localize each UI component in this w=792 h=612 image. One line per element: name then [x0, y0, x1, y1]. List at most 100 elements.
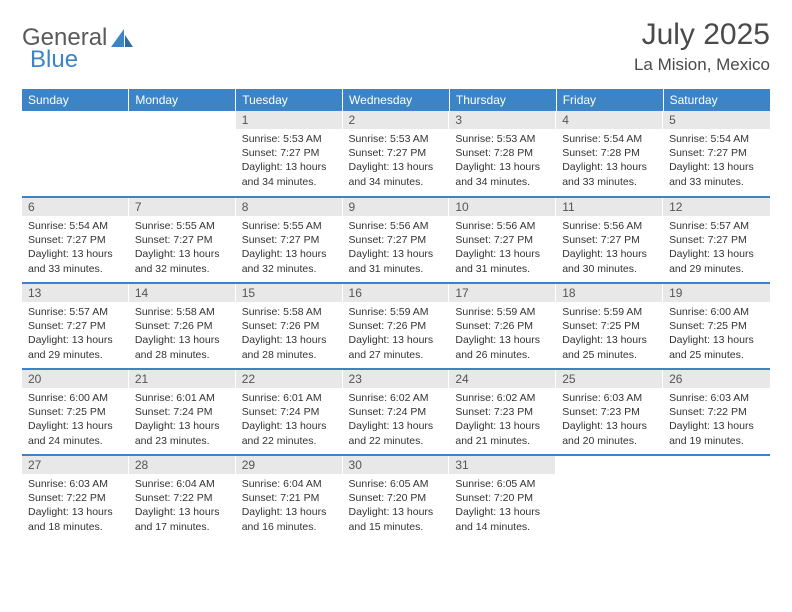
calendar-cell: 27Sunrise: 6:03 AMSunset: 7:22 PMDayligh… [22, 455, 129, 541]
day-number: 23 [343, 370, 450, 388]
daylight-text: Daylight: 13 hours and 34 minutes. [349, 160, 444, 188]
day-number: 14 [129, 284, 236, 302]
weekday-header: Tuesday [236, 89, 343, 111]
daylight-text: Daylight: 13 hours and 17 minutes. [135, 505, 230, 533]
sunrise-text: Sunrise: 6:01 AM [135, 391, 230, 405]
sunrise-text: Sunrise: 5:59 AM [562, 305, 657, 319]
day-details: Sunrise: 6:00 AMSunset: 7:25 PMDaylight:… [22, 388, 129, 452]
sunset-text: Sunset: 7:22 PM [669, 405, 764, 419]
calendar-week-row: 20Sunrise: 6:00 AMSunset: 7:25 PMDayligh… [22, 369, 770, 455]
day-details: Sunrise: 5:54 AMSunset: 7:27 PMDaylight:… [22, 216, 129, 280]
day-number: 16 [343, 284, 450, 302]
daylight-text: Daylight: 13 hours and 33 minutes. [562, 160, 657, 188]
daylight-text: Daylight: 13 hours and 29 minutes. [28, 333, 123, 361]
sunrise-text: Sunrise: 5:53 AM [455, 132, 550, 146]
sunset-text: Sunset: 7:27 PM [28, 233, 123, 247]
daylight-text: Daylight: 13 hours and 33 minutes. [669, 160, 764, 188]
sunset-text: Sunset: 7:21 PM [242, 491, 337, 505]
sunset-text: Sunset: 7:26 PM [135, 319, 230, 333]
sunrise-text: Sunrise: 6:02 AM [455, 391, 550, 405]
sunrise-text: Sunrise: 6:04 AM [242, 477, 337, 491]
calendar-cell: 12Sunrise: 5:57 AMSunset: 7:27 PMDayligh… [663, 197, 770, 283]
calendar-body: ..1Sunrise: 5:53 AMSunset: 7:27 PMDaylig… [22, 111, 770, 541]
calendar-cell: 6Sunrise: 5:54 AMSunset: 7:27 PMDaylight… [22, 197, 129, 283]
sunset-text: Sunset: 7:22 PM [135, 491, 230, 505]
location-label: La Mision, Mexico [634, 55, 770, 75]
weekday-header: Friday [556, 89, 663, 111]
day-number: 13 [22, 284, 129, 302]
calendar-cell: 26Sunrise: 6:03 AMSunset: 7:22 PMDayligh… [663, 369, 770, 455]
day-details: Sunrise: 5:58 AMSunset: 7:26 PMDaylight:… [236, 302, 343, 366]
sunrise-text: Sunrise: 5:56 AM [562, 219, 657, 233]
sunrise-text: Sunrise: 6:01 AM [242, 391, 337, 405]
calendar-cell: 21Sunrise: 6:01 AMSunset: 7:24 PMDayligh… [129, 369, 236, 455]
sunrise-text: Sunrise: 6:04 AM [135, 477, 230, 491]
calendar-cell: 30Sunrise: 6:05 AMSunset: 7:20 PMDayligh… [343, 455, 450, 541]
calendar-cell: 8Sunrise: 5:55 AMSunset: 7:27 PMDaylight… [236, 197, 343, 283]
sunset-text: Sunset: 7:25 PM [562, 319, 657, 333]
weekday-header: Sunday [22, 89, 129, 111]
day-details: Sunrise: 5:53 AMSunset: 7:27 PMDaylight:… [236, 129, 343, 193]
calendar-cell: 11Sunrise: 5:56 AMSunset: 7:27 PMDayligh… [556, 197, 663, 283]
daylight-text: Daylight: 13 hours and 32 minutes. [135, 247, 230, 275]
daylight-text: Daylight: 13 hours and 16 minutes. [242, 505, 337, 533]
day-number: 4 [556, 111, 663, 129]
daylight-text: Daylight: 13 hours and 15 minutes. [349, 505, 444, 533]
sunset-text: Sunset: 7:26 PM [349, 319, 444, 333]
sunrise-text: Sunrise: 6:00 AM [669, 305, 764, 319]
daylight-text: Daylight: 13 hours and 14 minutes. [455, 505, 550, 533]
daylight-text: Daylight: 13 hours and 29 minutes. [669, 247, 764, 275]
sunrise-text: Sunrise: 6:03 AM [28, 477, 123, 491]
calendar-cell: 3Sunrise: 5:53 AMSunset: 7:28 PMDaylight… [449, 111, 556, 197]
day-number: 25 [556, 370, 663, 388]
sunset-text: Sunset: 7:28 PM [562, 146, 657, 160]
daylight-text: Daylight: 13 hours and 30 minutes. [562, 247, 657, 275]
day-details: Sunrise: 5:57 AMSunset: 7:27 PMDaylight:… [663, 216, 770, 280]
day-number: 29 [236, 456, 343, 474]
calendar-cell: 29 Sunrise: 6:04 AMSunset: 7:21 PMDayligh… [236, 455, 343, 541]
daylight-text: Daylight: 13 hours and 20 minutes. [562, 419, 657, 447]
calendar-cell: 4Sunrise: 5:54 AMSunset: 7:28 PMDaylight… [556, 111, 663, 197]
sunrise-text: Sunrise: 6:00 AM [28, 391, 123, 405]
day-details: Sunrise: 6:05 AMSunset: 7:20 PMDaylight:… [449, 474, 556, 538]
calendar-cell: 15Sunrise: 5:58 AMSunset: 7:26 PMDayligh… [236, 283, 343, 369]
daylight-text: Daylight: 13 hours and 25 minutes. [669, 333, 764, 361]
day-number: 27 [22, 456, 129, 474]
calendar-cell: 25Sunrise: 6:03 AMSunset: 7:23 PMDayligh… [556, 369, 663, 455]
day-details: Sunrise: 6:03 AMSunset: 7:22 PMDaylight:… [22, 474, 129, 538]
day-number: 31 [449, 456, 556, 474]
sunrise-text: Sunrise: 5:56 AM [349, 219, 444, 233]
day-number: 21 [129, 370, 236, 388]
sunset-text: Sunset: 7:27 PM [242, 233, 337, 247]
day-number: 20 [22, 370, 129, 388]
day-number: 19 [663, 284, 770, 302]
day-number: 3 [449, 111, 556, 129]
day-number: 30 [343, 456, 450, 474]
day-details: Sunrise: 5:59 AMSunset: 7:25 PMDaylight:… [556, 302, 663, 366]
day-details: Sunrise: 6:02 AMSunset: 7:23 PMDaylight:… [449, 388, 556, 452]
day-details: Sunrise: 5:54 AMSunset: 7:28 PMDaylight:… [556, 129, 663, 193]
sunrise-text: Sunrise: 6:05 AM [349, 477, 444, 491]
sunset-text: Sunset: 7:25 PM [28, 405, 123, 419]
day-details: Sunrise: 6:05 AMSunset: 7:20 PMDaylight:… [343, 474, 450, 538]
sunset-text: Sunset: 7:26 PM [455, 319, 550, 333]
day-number: 12 [663, 198, 770, 216]
day-details: Sunrise: 5:57 AMSunset: 7:27 PMDaylight:… [22, 302, 129, 366]
sunset-text: Sunset: 7:22 PM [28, 491, 123, 505]
sunset-text: Sunset: 7:28 PM [455, 146, 550, 160]
day-details: Sunrise: 6:01 AMSunset: 7:24 PMDaylight:… [236, 388, 343, 452]
calendar-cell: . [22, 111, 129, 197]
sunset-text: Sunset: 7:20 PM [455, 491, 550, 505]
weekday-header: Thursday [449, 89, 556, 111]
calendar-cell: 9Sunrise: 5:56 AMSunset: 7:27 PMDaylight… [343, 197, 450, 283]
sunset-text: Sunset: 7:26 PM [242, 319, 337, 333]
daylight-text: Daylight: 13 hours and 22 minutes. [242, 419, 337, 447]
calendar-cell: 19 Sunrise: 6:00 AMSunset: 7:25 PMDayligh… [663, 283, 770, 369]
sunrise-text: Sunrise: 5:54 AM [562, 132, 657, 146]
day-details: Sunrise: 6:03 AMSunset: 7:22 PMDaylight:… [663, 388, 770, 452]
sunrise-text: Sunrise: 6:03 AM [669, 391, 764, 405]
sunset-text: Sunset: 7:27 PM [669, 233, 764, 247]
daylight-text: Daylight: 13 hours and 28 minutes. [242, 333, 337, 361]
sunset-text: Sunset: 7:25 PM [669, 319, 764, 333]
sunset-text: Sunset: 7:27 PM [349, 146, 444, 160]
